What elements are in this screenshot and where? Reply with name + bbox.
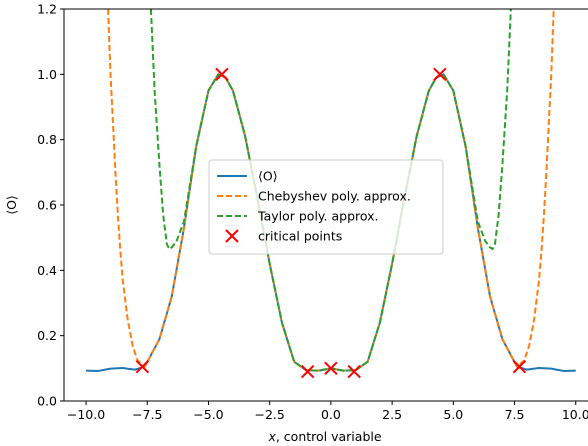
critical-point-marker [324,361,338,376]
legend-entry-o: ⟨O⟩ [217,169,278,184]
x-tick-label: 10.0 [562,407,588,422]
y-tick-label: 1.2 [37,2,57,17]
y-tick-label: 0.6 [37,198,57,213]
axes: −10.0 −7.5 −5.0 −2.5 0.0 2.5 5.0 7.5 10.0 0.0 0.2 0… [37,2,588,422]
legend-marker [225,229,239,243]
legend-label: critical points [258,229,342,244]
legend-frame [208,159,444,255]
x-tick-label: −5.0 [193,407,223,422]
y-tick-label: 0.8 [37,132,57,147]
y-tick-label: 1.0 [37,67,57,82]
y-tick-label: 0.2 [37,328,57,343]
critical-point-marker [300,364,315,379]
legend-label: ⟨O⟩ [258,169,278,184]
critical-point-marker [135,359,150,374]
critical-points-layer [135,67,527,379]
x-tick-label: −10.0 [67,407,105,422]
x-tick-label: 7.5 [505,407,525,422]
legend-entry-chebyshev-poly-approx: Chebyshev poly. approx. [217,189,411,204]
y-axis-label: ⟨O⟩ [4,195,19,215]
x-tick-label: 5.0 [443,407,463,422]
y-tick-label: 0.0 [37,394,57,409]
legend-entry-critical-points: critical points [225,229,342,244]
legend-label: Chebyshev poly. approx. [258,189,411,204]
legend-entry-taylor-poly-approx: Taylor poly. approx. [217,209,379,224]
series-line-chebyshev-poly-approx [107,9,555,372]
x-axis-label: x, control variable [267,429,381,444]
x-tick-label: −7.5 [132,407,162,422]
critical-point-marker [215,67,229,82]
legend-label: Taylor poly. approx. [257,209,379,224]
x-tick-label: 2.5 [382,407,402,422]
x-tick-label: 0.0 [321,407,341,422]
critical-point-marker [433,67,447,82]
x-tick-label: −2.5 [255,407,285,422]
critical-point-marker [512,359,527,374]
y-tick-label: 0.4 [37,263,57,278]
critical-point-marker [347,364,361,379]
legend: ⟨O⟩ Chebyshev poly. approx. Taylor poly. a… [208,159,444,255]
